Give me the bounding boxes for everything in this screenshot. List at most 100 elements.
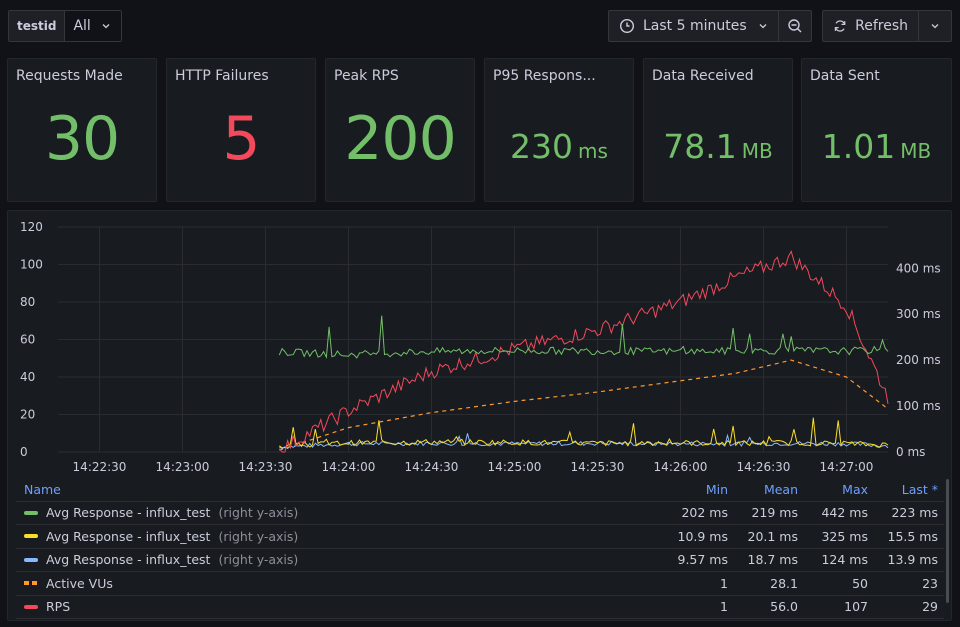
time-range-label: Last 5 minutes (643, 18, 747, 34)
series-line (278, 315, 889, 360)
legend-max: 50 (852, 575, 868, 591)
x-tick-label: 14:27:00 (820, 460, 874, 473)
refresh-icon (834, 20, 846, 32)
legend-mean: 28.1 (770, 575, 798, 591)
series-line (279, 359, 889, 451)
zoom-out-button[interactable] (779, 11, 811, 41)
legend-last: 29 (922, 599, 938, 615)
y-right-tick-label: 300 ms (896, 307, 941, 321)
legend-series-name[interactable]: Avg Response - influx_test (right y-axis) (16, 529, 664, 544)
stat-unit: MB (900, 139, 932, 163)
legend-min: 1 (720, 575, 728, 591)
legend-header-row: Name Min Mean Max Last * (16, 478, 944, 502)
y-left-tick-label: 40 (20, 370, 35, 384)
legend-axis-note: (right y-axis) (218, 552, 299, 568)
legend-header-last[interactable]: Last * (901, 481, 938, 497)
legend-mean: 219 ms (751, 505, 798, 521)
series-color-swatch (24, 557, 38, 562)
legend-max: 325 ms (821, 528, 868, 544)
legend-series-name[interactable]: Avg Response - influx_test (right y-axis) (16, 505, 664, 520)
stat-title: Data Sent (810, 68, 880, 84)
stat-panel-http-failures[interactable]: HTTP Failures 5 (166, 58, 316, 202)
legend-last: 223 ms (891, 505, 938, 521)
series-color-swatch (24, 510, 38, 515)
legend-row[interactable]: Avg Response - influx_test (right y-axis)… (16, 549, 944, 572)
stat-panel-data-sent[interactable]: Data Sent 1.01 MB (801, 58, 952, 202)
stat-title: Data Received (652, 68, 754, 84)
legend-row[interactable]: RPS 1 56.0 107 29 (16, 596, 944, 619)
x-tick-label: 14:25:00 (488, 460, 542, 473)
timeseries-chart[interactable]: 0 20 40 60 80 100 120 0 ms 100 ms 200 ms 300 ms 400… (8, 211, 953, 473)
stat-panel-requests-made[interactable]: Requests Made 30 (7, 58, 157, 202)
stat-panel-p95-response[interactable]: P95 Respons... 230 ms (484, 58, 634, 202)
legend-mean: 20.1 ms (747, 528, 799, 544)
x-tick-label: 14:24:00 (322, 460, 376, 473)
legend-series-name[interactable]: Active VUs (16, 576, 664, 591)
y-right-tick-label: 100 ms (896, 399, 941, 413)
x-tick-label: 14:26:00 (654, 460, 708, 473)
y-left-tick-label: 20 (20, 408, 35, 422)
chevron-down-icon (102, 24, 110, 29)
legend-header-max[interactable]: Max (842, 481, 868, 497)
refresh-button[interactable]: Refresh (823, 11, 919, 41)
x-tick-label: 14:22:30 (73, 460, 127, 473)
legend-row[interactable]: Active VUs 1 28.1 50 23 (16, 572, 944, 596)
y-left-tick-label: 100 (20, 258, 43, 272)
legend-series-name[interactable]: Avg Response - influx_test (right y-axis) (16, 552, 664, 567)
series-color-swatch (24, 534, 38, 539)
chevron-down-icon (931, 24, 939, 29)
legend-scrollbar[interactable] (946, 479, 949, 603)
stat-title: Peak RPS (334, 68, 399, 84)
variable-value: All (73, 18, 91, 34)
stat-panel-data-received[interactable]: Data Received 78.1 MB (643, 58, 793, 202)
legend-header-mean[interactable]: Mean (763, 481, 798, 497)
time-range-button[interactable]: Last 5 minutes (609, 11, 779, 41)
refresh-picker: Refresh (822, 10, 952, 42)
stat-number: 230 (510, 127, 574, 166)
timeseries-panel[interactable]: 0 20 40 60 80 100 120 0 ms 100 ms 200 ms 300 ms 400… (7, 210, 952, 621)
legend-row[interactable]: Avg Response - influx_test (right y-axis)… (16, 502, 944, 525)
y-left-tick-label: 0 (20, 445, 28, 459)
legend-series-label: Active VUs (46, 575, 113, 591)
stat-number: 5 (222, 104, 260, 174)
legend-series-name[interactable]: RPS (16, 599, 664, 614)
stat-value: 78.1 MB (644, 127, 792, 166)
legend-min: 9.57 ms (677, 552, 729, 568)
legend-last: 13.9 ms (887, 552, 939, 568)
legend-max: 442 ms (821, 505, 868, 521)
x-tick-label: 14:23:00 (156, 460, 210, 473)
y-right-tick-label: 400 ms (896, 261, 941, 275)
legend-row[interactable]: Avg Response - influx_test (right y-axis)… (16, 525, 944, 549)
legend-header-name[interactable]: Name (24, 481, 61, 497)
zoom-out-icon (788, 19, 802, 33)
y-right-tick-label: 200 ms (896, 353, 941, 367)
legend-header-min[interactable]: Min (705, 481, 728, 497)
clock-icon (619, 18, 635, 34)
variable-dropdown[interactable]: All (65, 11, 121, 41)
stat-value: 230 ms (485, 127, 633, 166)
x-tick-label: 14:26:30 (737, 460, 791, 473)
legend-series-label: Avg Response - influx_test (46, 505, 211, 521)
stat-title: P95 Respons... (493, 68, 596, 84)
x-tick-label: 14:24:30 (405, 460, 459, 473)
stat-number: 30 (44, 104, 120, 174)
stat-value: 5 (167, 104, 315, 174)
legend-min: 10.9 ms (677, 528, 729, 544)
legend-series-label: Avg Response - influx_test (46, 552, 211, 568)
stat-panel-peak-rps[interactable]: Peak RPS 200 (325, 58, 475, 202)
chevron-down-icon (759, 24, 767, 29)
stat-unit: ms (578, 139, 608, 163)
y-left-tick-label: 120 (20, 220, 43, 234)
legend-series-label: Avg Response - influx_test (46, 528, 211, 544)
x-tick-label: 14:25:30 (571, 460, 625, 473)
stat-number: 1.01 (821, 127, 896, 166)
legend-max: 107 (844, 599, 868, 615)
series-color-swatch (24, 581, 38, 586)
series-line (279, 417, 889, 449)
time-range-picker: Last 5 minutes (608, 10, 812, 42)
stat-value: 30 (8, 104, 156, 174)
legend-last: 15.5 ms (887, 528, 939, 544)
refresh-interval-dropdown[interactable] (919, 11, 951, 41)
series-color-swatch (24, 604, 38, 609)
legend-min: 1 (720, 599, 728, 615)
